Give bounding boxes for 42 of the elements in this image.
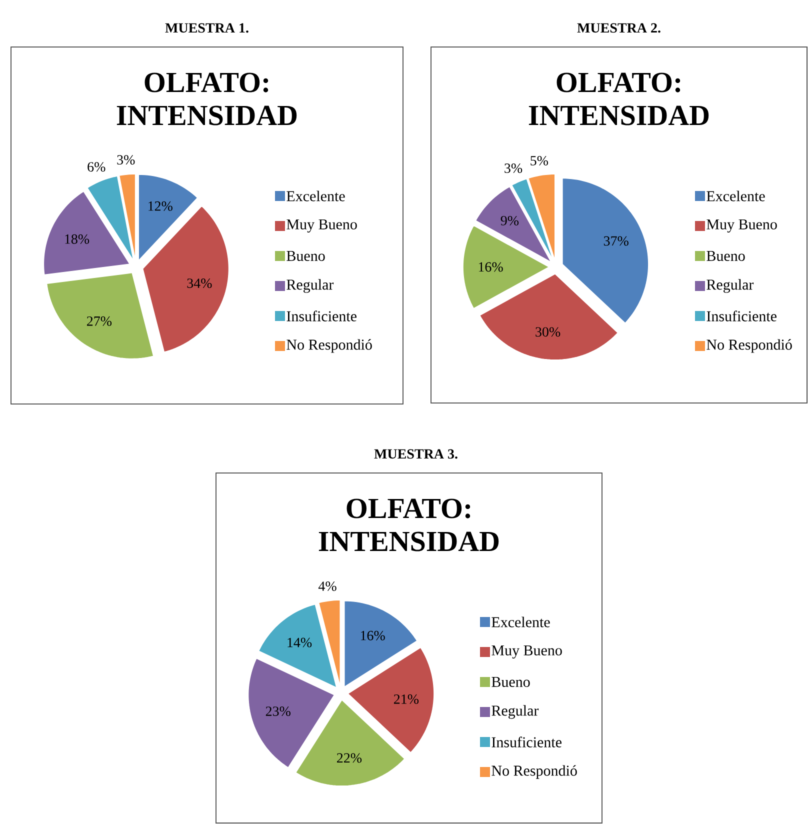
legend-label: No Respondió (706, 339, 792, 353)
legend-label: Regular (492, 705, 539, 719)
data-label: 37% (604, 236, 628, 246)
data-label: 14% (288, 638, 312, 648)
data-label: 12% (148, 201, 172, 211)
chart-title: MUESTRA 1. (165, 23, 248, 33)
data-label: 3% (504, 163, 522, 173)
data-label: 27% (86, 316, 112, 326)
legend-label: Bueno (706, 251, 745, 261)
data-label: 22% (336, 753, 362, 763)
data-label: 5% (530, 156, 548, 166)
chart-title: MUESTRA 2. (577, 23, 660, 33)
data-label: 9% (500, 216, 519, 226)
legend-label: Insuficiente (706, 310, 776, 322)
data-label: 4% (318, 581, 336, 591)
chart-title: MUESTRA 3. (374, 449, 458, 459)
chart-subtitle: OLFATO: INTENSIDAD (528, 72, 709, 126)
data-label: 30% (536, 327, 560, 337)
data-label: 16% (360, 630, 385, 640)
legend-label: No Respondió (286, 339, 372, 353)
legend-label: Muy Bueno (706, 219, 777, 233)
legend-label: Regular (706, 279, 754, 293)
chart-subtitle: OLFATO: INTENSIDAD (318, 498, 499, 552)
data-label: 34% (187, 278, 212, 288)
legend-label: No Respondió (492, 765, 577, 779)
legend-label: Insuficiente (492, 736, 562, 748)
data-label: 18% (65, 234, 90, 244)
data-label: 23% (266, 706, 290, 716)
legend-label: Excelente (492, 616, 550, 628)
legend-label: Muy Bueno (286, 219, 357, 233)
chart-subtitle: OLFATO: INTENSIDAD (116, 72, 297, 126)
data-label: 21% (394, 694, 419, 704)
legend-label: Excelente (706, 190, 765, 202)
data-label: 3% (117, 155, 135, 165)
data-label: 16% (478, 262, 503, 272)
legend-label: Bueno (286, 251, 325, 261)
legend-label: Bueno (492, 677, 530, 687)
data-label: 6% (88, 162, 106, 172)
legend-label: Excelente (286, 190, 345, 202)
legend-label: Regular (286, 279, 334, 293)
legend-label: Muy Bueno (492, 645, 562, 659)
legend-label: Insuficiente (286, 310, 356, 322)
